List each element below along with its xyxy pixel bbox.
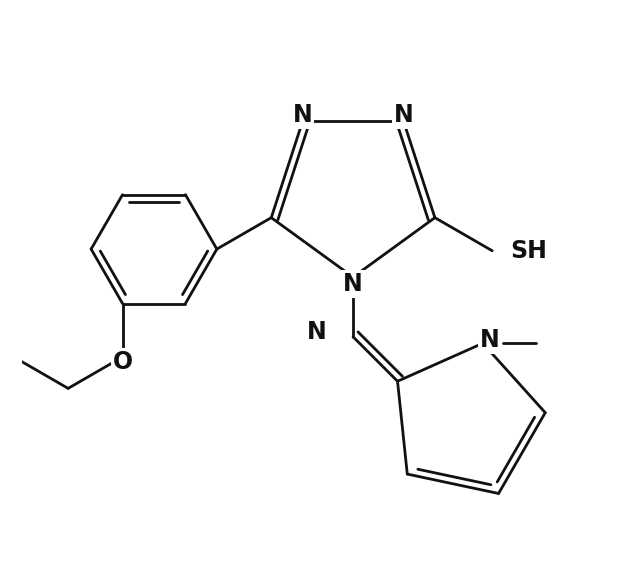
Text: SH: SH	[510, 239, 547, 263]
Text: N: N	[343, 272, 363, 296]
Text: O: O	[113, 350, 132, 374]
Text: N: N	[292, 103, 312, 127]
Text: N: N	[479, 328, 499, 352]
Text: N: N	[394, 103, 413, 127]
Text: N: N	[307, 320, 326, 344]
